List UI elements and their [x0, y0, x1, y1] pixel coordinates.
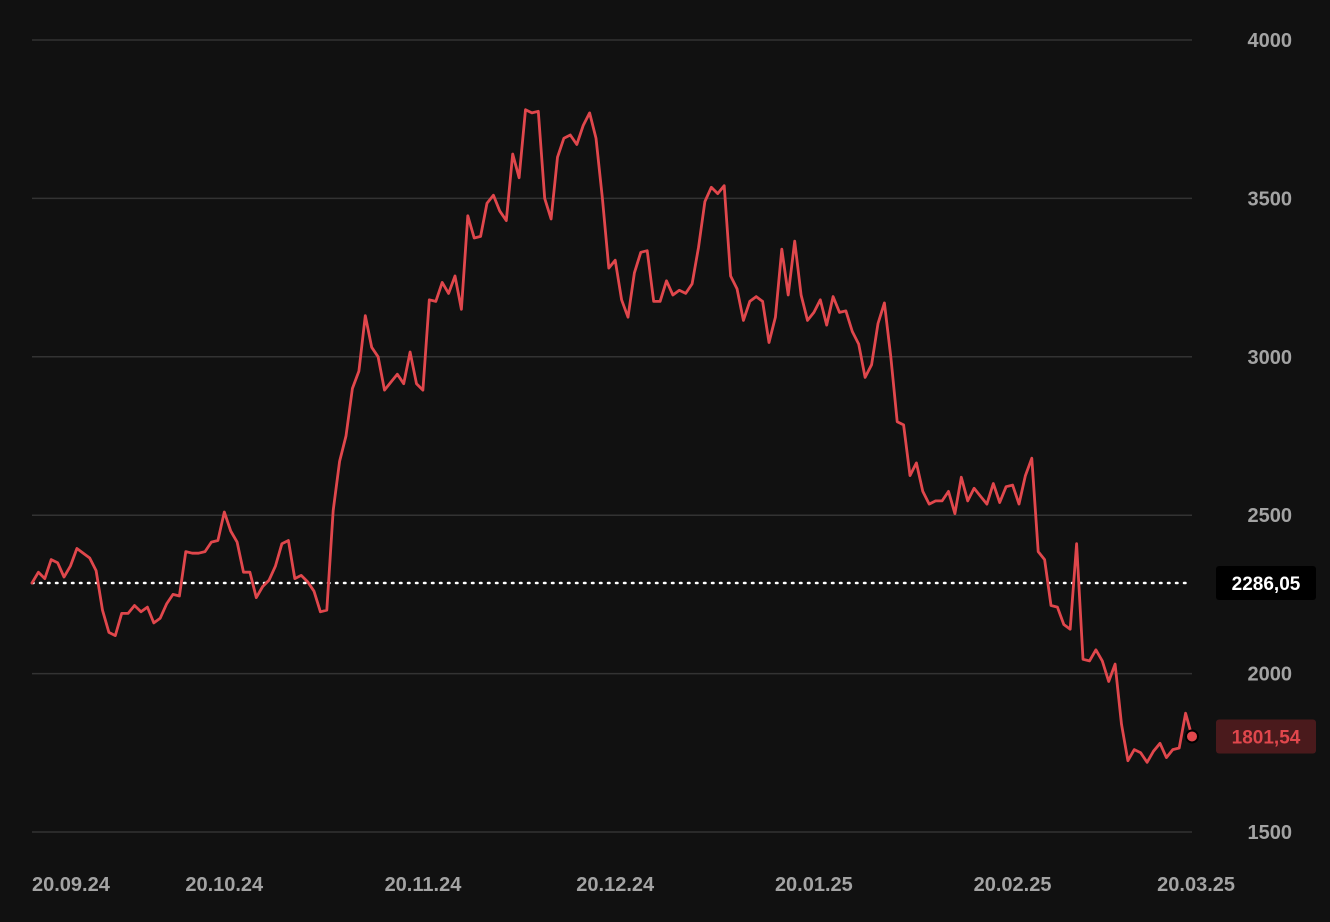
- last-price-label: 1801,54: [1232, 727, 1301, 748]
- y-tick-label: 2000: [1248, 664, 1293, 686]
- x-tick-label: 20.09.24: [32, 874, 111, 896]
- y-tick-label: 3500: [1248, 188, 1293, 210]
- last-price-badge-bg: [1216, 719, 1316, 754]
- reference-value-label: 2286,05: [1232, 574, 1301, 595]
- x-tick-label: 20.10.24: [185, 874, 264, 896]
- grid-lines: [32, 39, 1192, 833]
- y-tick-label: 4000: [1248, 30, 1293, 52]
- x-tick-label: 20.12.24: [576, 874, 655, 896]
- reference-badge: 2286,05: [1216, 565, 1316, 600]
- price-series-line: [30, 108, 1194, 764]
- y-tick-label: 2500: [1248, 505, 1293, 527]
- y-tick-label: 3000: [1248, 347, 1293, 369]
- x-tick-label: 20.01.25: [775, 874, 853, 896]
- x-tick-label: 20.03.25: [1157, 874, 1235, 896]
- y-axis: 4000 3500 3000 2500 2000 1500: [1248, 30, 1293, 844]
- reference-badge-bg: [1216, 565, 1316, 600]
- x-tick-label: 20.02.25: [974, 874, 1052, 896]
- last-price-marker: [1185, 729, 1199, 744]
- x-axis: 20.09.24 20.10.24 20.11.24 20.12.24 20.01.25…: [32, 874, 1235, 896]
- x-tick-label: 20.11.24: [385, 874, 463, 896]
- y-tick-label: 1500: [1248, 822, 1293, 844]
- last-price-badge: 1801,54: [1216, 719, 1316, 754]
